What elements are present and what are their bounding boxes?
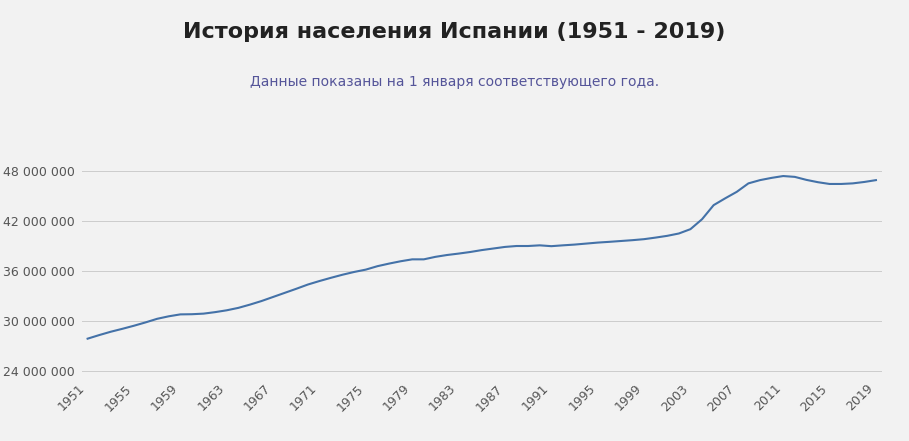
- Text: История населения Испании (1951 - 2019): История населения Испании (1951 - 2019): [184, 22, 725, 42]
- Text: Данные показаны на 1 января соответствующего года.: Данные показаны на 1 января соответствую…: [250, 75, 659, 89]
